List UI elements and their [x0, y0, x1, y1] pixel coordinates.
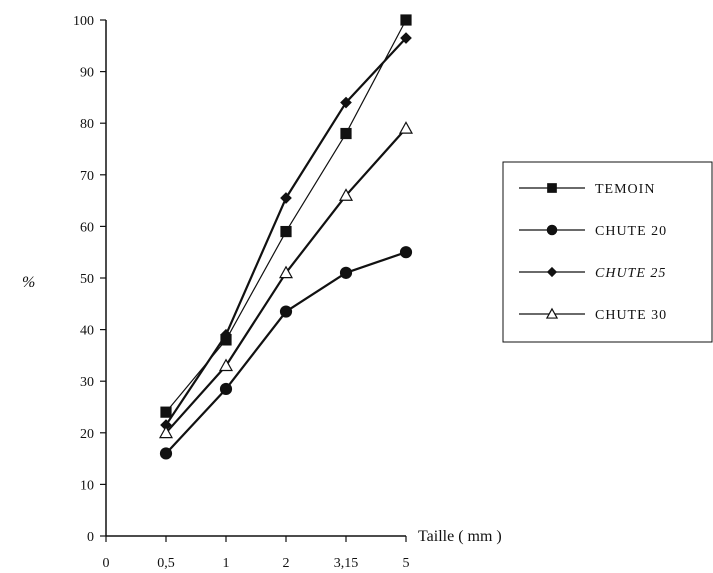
y-axis-title: %: [22, 274, 35, 291]
legend-label: CHUTE 25: [595, 266, 666, 281]
y-tick-label: 50: [80, 272, 94, 287]
axes: [105, 20, 406, 537]
x-tick-label: 2: [283, 556, 290, 571]
legend-marker-square: [547, 183, 557, 193]
series-layer: [158, 14, 414, 460]
data-point-circle: [399, 246, 413, 259]
y-tick-label: 30: [80, 375, 94, 390]
x-axis-title: Taille ( mm ): [418, 528, 502, 545]
legend-item: TEMOIN: [519, 182, 655, 197]
x-tick-label: 0: [103, 556, 110, 571]
y-tick-label: 40: [80, 324, 94, 339]
data-point-diamond: [340, 96, 352, 109]
y-tick-label: 10: [80, 478, 94, 493]
legend-item: CHUTE 20: [519, 224, 667, 239]
data-point-diamond: [280, 192, 292, 204]
data-point-triangle: [338, 188, 354, 201]
legend: TEMOIN CHUTE 20 CHUTE 25 CHUTE 30: [502, 161, 713, 343]
data-point-circle: [339, 266, 353, 279]
data-point-triangle: [398, 121, 414, 134]
x-tick-label: 1: [223, 556, 230, 571]
series-line: [165, 251, 407, 455]
legend-box: [502, 161, 713, 343]
legend-marker-circle: [546, 224, 558, 236]
legend-items: TEMOIN CHUTE 20 CHUTE 25 CHUTE 30: [519, 182, 667, 323]
y-tick-label: 0: [87, 530, 94, 545]
series-chute-30: [158, 121, 414, 439]
y-tick-label: 70: [80, 169, 94, 184]
series-chute-25: [160, 32, 412, 431]
x-tick-label: 3,15: [334, 556, 359, 571]
data-point-diamond: [400, 32, 412, 44]
data-point-square: [160, 406, 172, 418]
y-tick-label: 100: [73, 14, 94, 29]
series-line: [165, 19, 407, 413]
data-point-triangle: [278, 265, 294, 279]
x-axis-ticks: 0 0,5 1 2 3,15 5: [103, 536, 410, 571]
series-chute-20: [159, 246, 413, 460]
data-point-square: [280, 225, 292, 238]
data-point-circle: [159, 447, 173, 460]
legend-item: CHUTE 30: [519, 307, 667, 323]
x-tick-label: 0,5: [157, 556, 175, 571]
legend-label: CHUTE 20: [595, 224, 667, 239]
data-point-square: [340, 127, 352, 140]
series-temoin: [160, 14, 412, 418]
y-tick-label: 60: [80, 220, 94, 235]
data-point-triangle: [218, 358, 234, 372]
y-tick-label: 80: [80, 117, 94, 132]
legend-label: TEMOIN: [595, 182, 655, 197]
legend-marker-triangle: [545, 307, 559, 319]
legend-label: CHUTE 30: [595, 308, 667, 323]
legend-item: CHUTE 25: [519, 266, 666, 281]
x-tick-label: 5: [403, 556, 410, 571]
legend-marker-diamond: [546, 266, 558, 278]
y-tick-label: 90: [80, 66, 94, 81]
data-point-circle: [219, 382, 233, 396]
data-point-diamond: [220, 328, 232, 341]
data-point-circle: [279, 305, 293, 318]
y-tick-label: 20: [80, 427, 94, 442]
series-line: [165, 127, 407, 434]
data-point-triangle: [158, 425, 174, 439]
data-point-square: [400, 14, 412, 26]
y-axis-ticks: 0 10 20 30 40 50 60 70 80 90 100: [73, 14, 106, 545]
